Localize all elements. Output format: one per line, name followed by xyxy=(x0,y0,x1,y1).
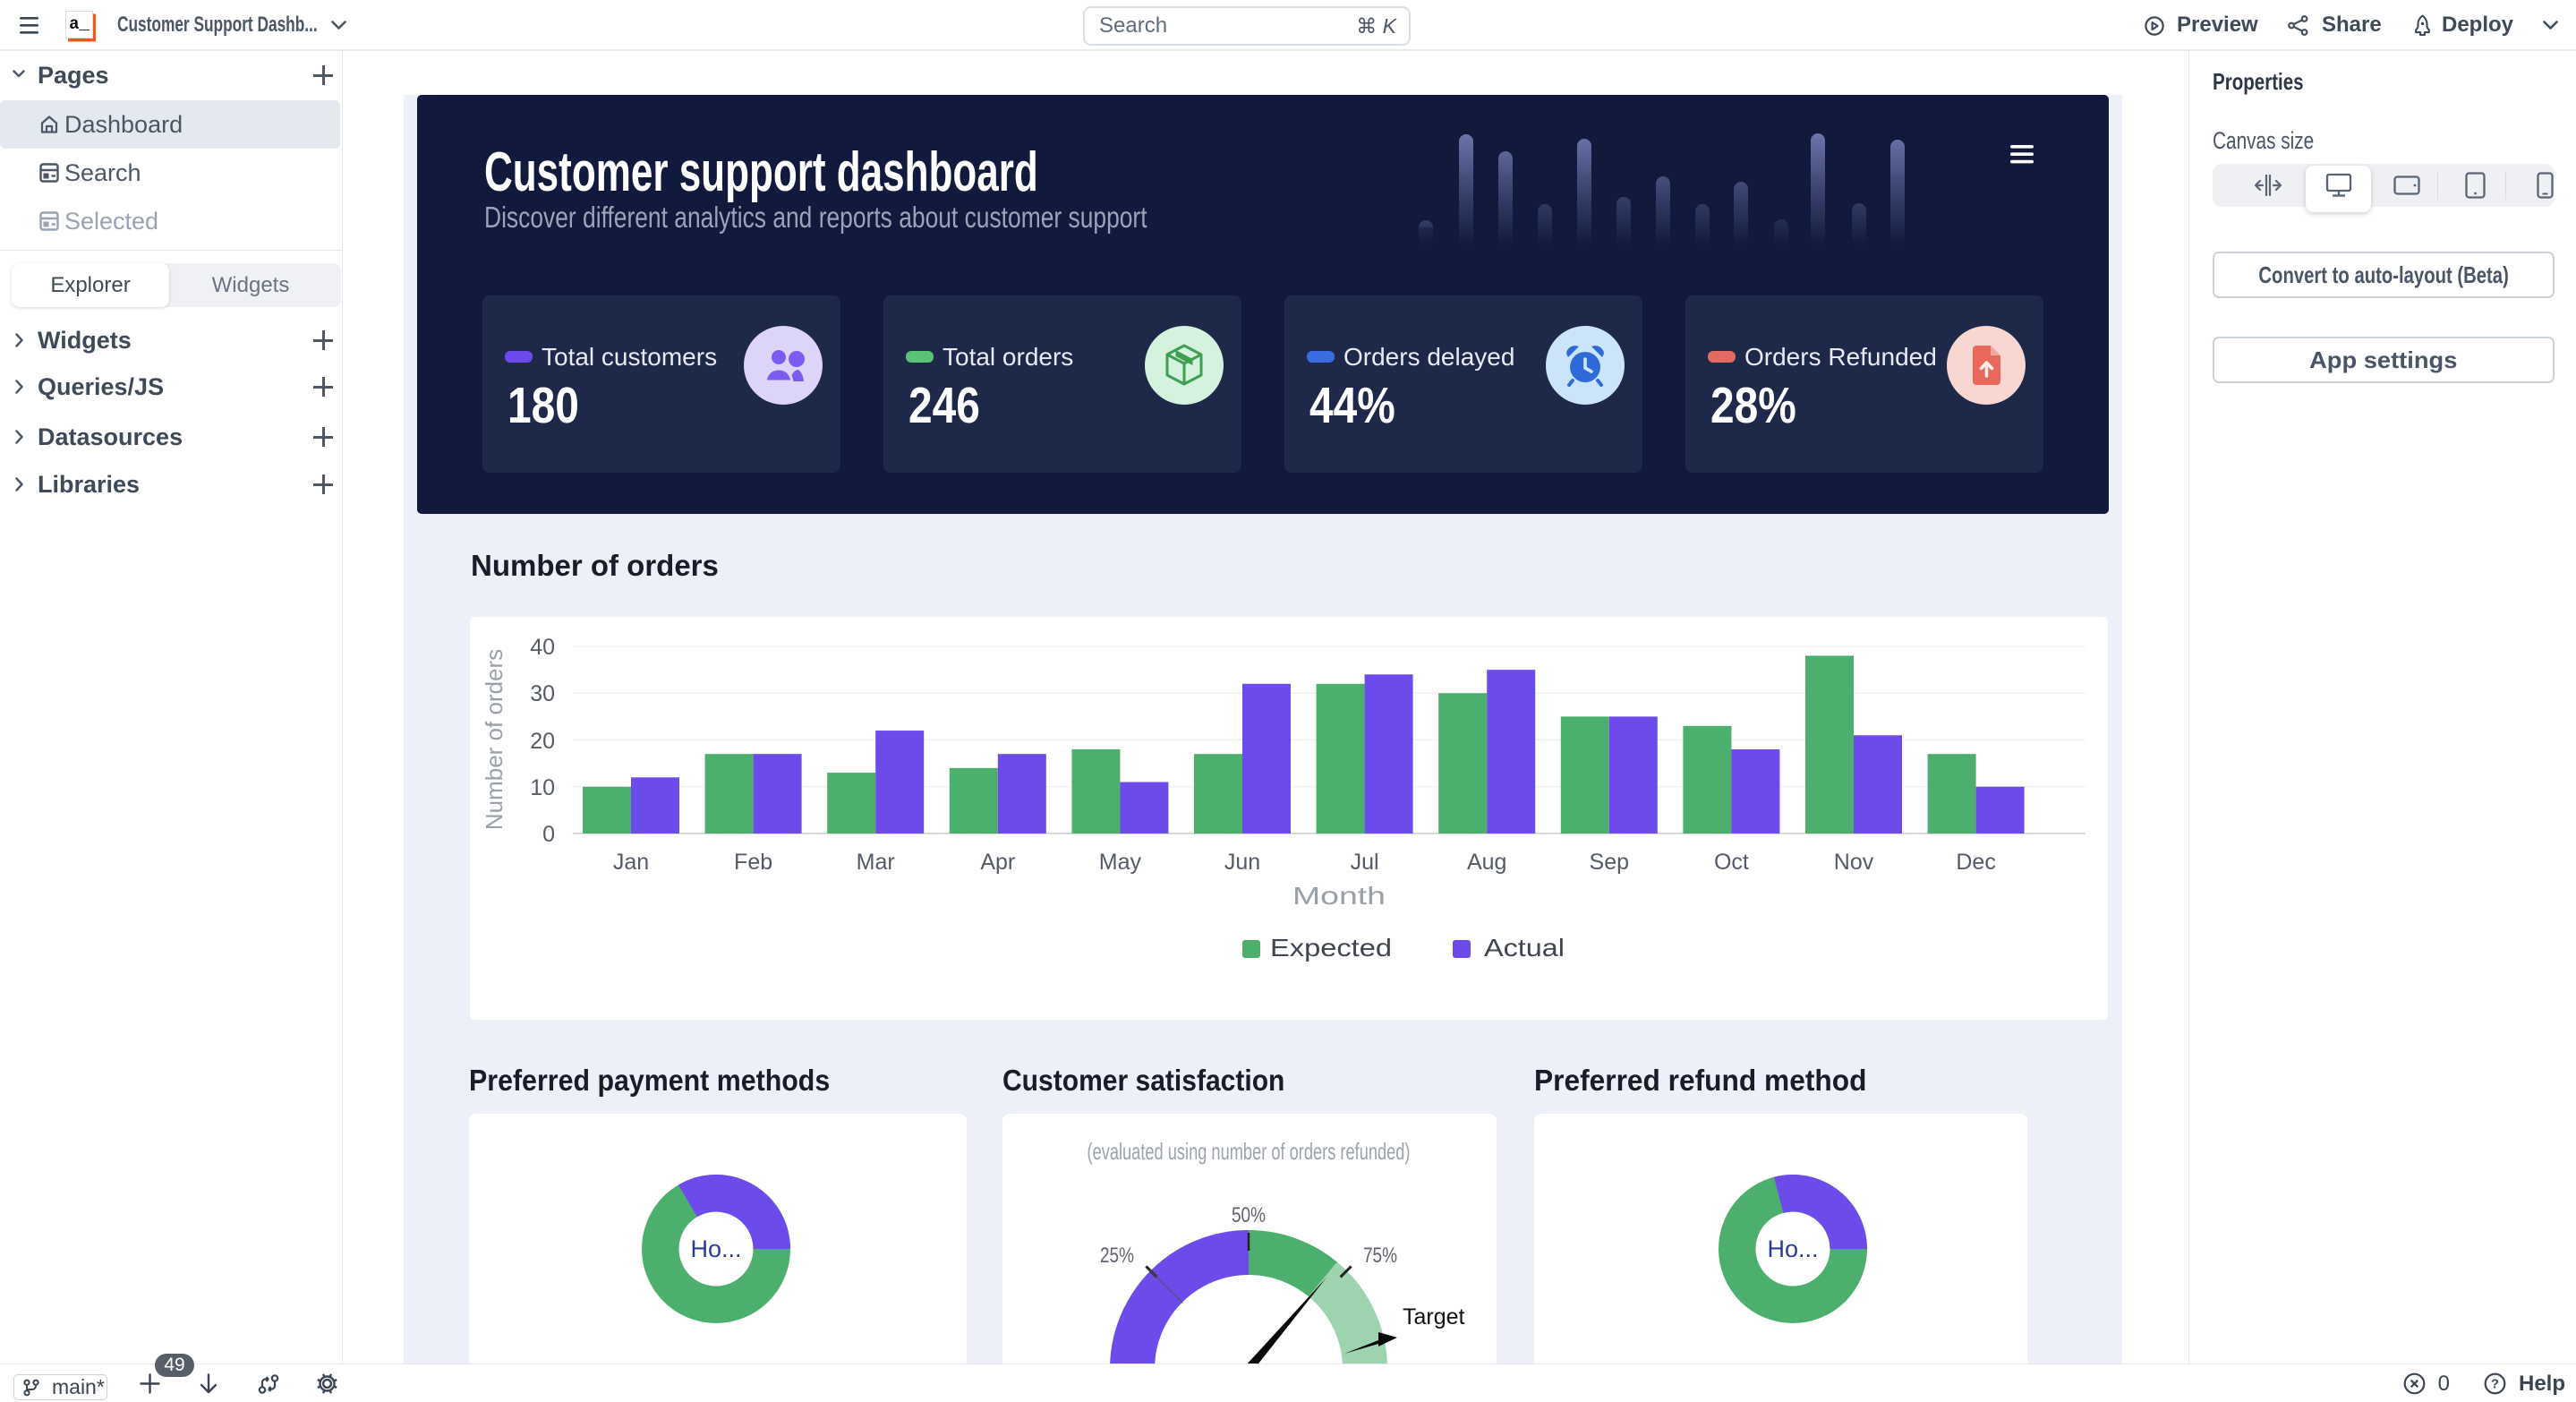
svg-text:40: 40 xyxy=(530,635,555,660)
svg-text:Month: Month xyxy=(1292,882,1386,910)
svg-text:Apr: Apr xyxy=(980,850,1015,875)
svg-text:Ho...: Ho... xyxy=(1767,1235,1818,1262)
svg-text:Actual: Actual xyxy=(1484,934,1565,962)
svg-text:Sep: Sep xyxy=(1590,850,1629,875)
svg-text:20: 20 xyxy=(530,729,555,754)
svg-text:75%: 75% xyxy=(1363,1244,1397,1268)
svg-text:May: May xyxy=(1099,850,1142,875)
svg-text:?: ? xyxy=(2491,1377,2499,1392)
svg-text:Nov: Nov xyxy=(1834,850,1874,875)
svg-text:10: 10 xyxy=(530,775,555,800)
svg-text:Mar: Mar xyxy=(857,850,895,875)
svg-text:Dec: Dec xyxy=(1956,850,1995,875)
svg-text:Jun: Jun xyxy=(1224,850,1260,875)
svg-text:0: 0 xyxy=(542,822,555,847)
svg-text:Expected: Expected xyxy=(1270,934,1392,962)
svg-text:Target: Target xyxy=(1403,1304,1465,1329)
svg-text:Ho...: Ho... xyxy=(690,1235,741,1262)
svg-text:Oct: Oct xyxy=(1714,850,1749,875)
svg-text:30: 30 xyxy=(530,681,555,706)
svg-text:25%: 25% xyxy=(1100,1244,1134,1268)
svg-text:50%: 50% xyxy=(1232,1203,1266,1227)
svg-text:Jul: Jul xyxy=(1351,850,1379,875)
svg-text:Aug: Aug xyxy=(1467,850,1506,875)
svg-text:Number of orders: Number of orders xyxy=(481,649,508,830)
svg-text:Jan: Jan xyxy=(613,850,649,875)
svg-text:Feb: Feb xyxy=(734,850,772,875)
svg-text:(evaluated using number of ord: (evaluated using number of orders refund… xyxy=(1088,1138,1411,1165)
